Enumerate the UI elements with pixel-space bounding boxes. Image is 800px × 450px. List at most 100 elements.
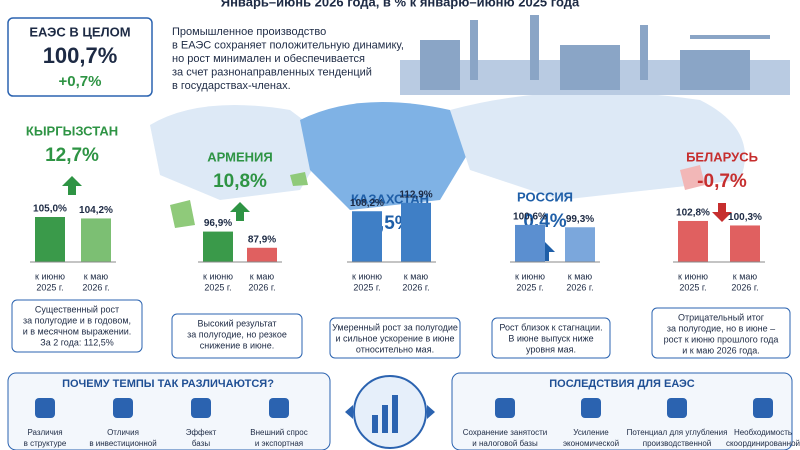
bar-label: 87,9%	[248, 234, 276, 245]
country-name: БЕЛАРУСЬ	[686, 149, 758, 164]
trend-arrow	[62, 176, 82, 195]
note-line: Рост близок к стагнации.	[499, 322, 602, 332]
bar	[678, 220, 708, 262]
note-line: Умеренный рост за полугодие	[332, 322, 458, 332]
bar-caption: 2026 г.	[402, 282, 429, 292]
note-line: и в месячном выражении.	[23, 326, 132, 336]
country-name: РОССИЯ	[517, 189, 573, 204]
item-label: экономической	[563, 439, 619, 448]
bar-label: 100,6%	[513, 212, 547, 223]
bar-caption: 2026 г.	[82, 282, 109, 292]
country-name: КЫРГЫЗСТАН	[26, 123, 118, 138]
note-line: Высокий результат	[198, 318, 277, 328]
item-label: Эффект	[186, 428, 217, 437]
bar	[247, 247, 277, 262]
bar	[203, 231, 233, 262]
item-label: Потенциал для углубления	[627, 428, 728, 437]
item-label: Усиление	[573, 428, 609, 437]
note-line: уровня мая.	[526, 344, 576, 354]
note-line: Существенный рост	[35, 304, 119, 314]
bar-caption: 2025 г.	[353, 282, 380, 292]
bar	[35, 217, 65, 262]
bar	[515, 224, 545, 262]
bar-caption: 2026 г.	[731, 282, 758, 292]
bar-label: 96,9%	[204, 218, 232, 229]
item-label: в структуре	[24, 439, 67, 448]
factory-illustration	[400, 15, 790, 95]
trend-arrow	[230, 202, 250, 221]
bar-caption: к июню	[678, 271, 708, 281]
bar-caption: к июню	[352, 271, 382, 281]
note-line: В июне выпуск ниже	[508, 333, 593, 343]
bar-label: 102,8%	[676, 208, 710, 219]
note-line: рост к июню прошлого года	[664, 334, 779, 344]
map	[150, 92, 745, 228]
item-label: Необходимость	[734, 428, 792, 437]
bar-caption: 2025 г.	[36, 282, 63, 292]
item-icon	[753, 398, 773, 418]
item-icon	[35, 398, 55, 418]
bottom-items: Различия в структуре Отличия в инвестиционн…	[24, 398, 800, 448]
center-icon	[353, 375, 427, 449]
consequences-panel	[451, 372, 793, 450]
summary-label: ЕАЭС В ЦЕЛОМ	[29, 24, 130, 39]
intro-line: в государствах-членах.	[172, 80, 291, 92]
note-box	[11, 299, 143, 353]
item-label: Отличия	[107, 428, 139, 437]
item-label: Внешний спрос	[250, 428, 307, 437]
bar-label: 104,2%	[79, 205, 113, 216]
intro-line: Промышленное производство	[172, 26, 326, 38]
item-icon	[269, 398, 289, 418]
bar-caption: к июню	[35, 271, 65, 281]
note-line: относительно мая.	[356, 344, 434, 354]
summary-value: 100,7%	[43, 43, 118, 68]
country-growth: 12,7%	[45, 145, 99, 166]
reasons-panel	[7, 372, 331, 450]
note-box	[491, 317, 611, 359]
note-box	[651, 307, 791, 359]
reasons-title: ПОЧЕМУ ТЕМПЫ ТАК РАЗЛИЧАЮТСЯ?	[62, 378, 274, 390]
item-label: и налоговой базы	[472, 439, 538, 448]
item-icon	[667, 398, 687, 418]
item-icon	[191, 398, 211, 418]
note-box	[171, 313, 303, 359]
bar-caption: к маю	[733, 271, 758, 281]
note-line: за полугодие, но резкое	[187, 329, 287, 339]
intro-line: но рост минимален и обеспечивается	[172, 53, 365, 65]
bar-caption: к июню	[203, 271, 233, 281]
bar-label: 99,3%	[566, 214, 594, 225]
item-label: скоординированной	[726, 439, 800, 448]
bar-caption: 2026 г.	[248, 282, 275, 292]
consequences-title: ПОСЛЕДСТВИЯ ДЛЯ ЕАЭС	[549, 378, 695, 390]
note-line: снижение в июне.	[200, 340, 275, 350]
bar-caption: 2025 г.	[679, 282, 706, 292]
bar-caption: 2025 г.	[516, 282, 543, 292]
item-label: и экспортная	[255, 439, 303, 448]
intro-line: за счет разнонаправленных тенденций	[172, 66, 372, 78]
bar-caption: к июню	[515, 271, 545, 281]
item-label: Сохранение занятости	[463, 428, 547, 437]
item-icon	[113, 398, 133, 418]
bar-caption: к маю	[568, 271, 593, 281]
item-label: Различия	[27, 428, 62, 437]
bar	[730, 225, 760, 262]
item-icon	[495, 398, 515, 418]
bar	[401, 202, 431, 262]
summary-change: +0,7%	[59, 73, 102, 90]
note-line: За 2 года: 112,5%	[40, 337, 113, 347]
bar-label: 105,0%	[33, 204, 67, 215]
bar-label: 100,3%	[728, 212, 762, 223]
country-growth: -0,7%	[697, 171, 747, 192]
bar	[81, 218, 111, 262]
bar-caption: 2025 г.	[204, 282, 231, 292]
bar-caption: к маю	[250, 271, 275, 281]
trend-arrow	[712, 203, 732, 222]
country-name: КАЗАХСТАН	[351, 191, 429, 206]
title: Январь–июнь 2026 года, в % к январю–июню…	[221, 0, 580, 9]
item-label: базы	[192, 439, 210, 448]
item-icon	[581, 398, 601, 418]
bar-caption: к маю	[404, 271, 429, 281]
